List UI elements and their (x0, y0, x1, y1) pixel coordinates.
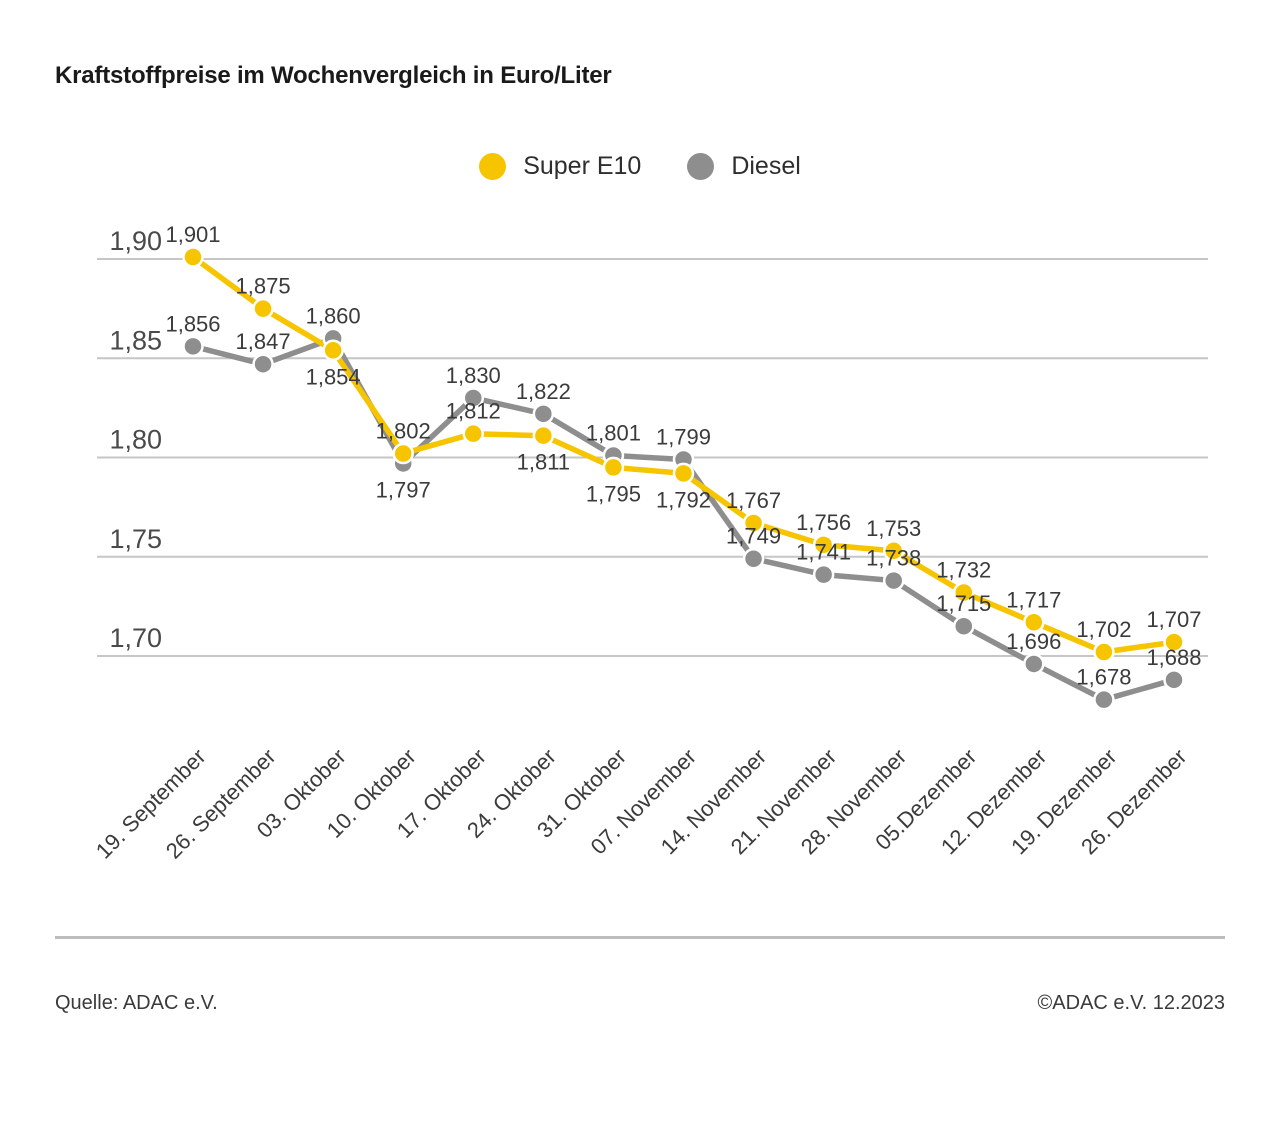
data-point-label: 1,707 (1146, 607, 1201, 632)
data-point-label: 1,856 (165, 311, 220, 336)
data-point-label: 1,801 (586, 421, 641, 446)
data-point-label: 1,767 (726, 488, 781, 513)
data-point-label: 1,799 (656, 424, 711, 449)
data-point-diesel (812, 563, 835, 586)
data-point-label: 1,688 (1146, 645, 1201, 670)
data-point-super-e10 (462, 422, 485, 445)
data-point-super-e10 (672, 462, 695, 485)
legend-label-diesel: Diesel (731, 152, 801, 180)
data-point-label: 1,696 (1006, 629, 1061, 654)
data-point-diesel (252, 353, 274, 375)
data-point-label: 1,717 (1006, 587, 1061, 612)
data-point-diesel (1023, 653, 1045, 675)
data-point-super-e10 (1163, 631, 1185, 653)
data-point-super-e10 (953, 581, 975, 604)
y-tick-label: 1,70 (109, 623, 162, 653)
data-point-diesel (462, 387, 485, 409)
data-point-diesel (1163, 669, 1185, 691)
data-point-super-e10 (392, 442, 414, 465)
legend-item-super-e10: Super E10 (479, 152, 641, 181)
data-point-label: 1,797 (376, 477, 431, 502)
footer-source: Quelle: ADAC e.V. (55, 992, 218, 1014)
data-point-label: 1,875 (236, 274, 291, 299)
data-point-label: 1,732 (936, 557, 991, 582)
data-point-super-e10 (252, 297, 274, 320)
data-point-diesel (1093, 688, 1115, 711)
data-point-label: 1,812 (446, 399, 501, 424)
data-point-diesel (182, 335, 204, 358)
page-title: Kraftstoffpreise im Wochenvergleich in E… (55, 62, 612, 89)
data-point-diesel (882, 569, 905, 592)
data-point-label: 1,830 (446, 363, 501, 388)
data-point-label: 1,715 (936, 591, 991, 616)
data-point-super-e10 (322, 339, 344, 362)
data-point-label: 1,860 (306, 303, 361, 328)
data-point-label: 1,822 (516, 379, 571, 404)
data-point-super-e10 (1023, 611, 1045, 634)
footer-copyright: ©ADAC e.V. 12.2023 (1037, 992, 1225, 1014)
data-point-label: 1,811 (517, 450, 570, 475)
data-point-label: 1,756 (796, 510, 851, 535)
y-tick-label: 1,75 (109, 524, 162, 554)
data-point-super-e10 (812, 534, 835, 556)
data-point-super-e10 (182, 246, 204, 268)
legend-label-super-e10: Super E10 (523, 152, 642, 180)
data-point-diesel (953, 615, 975, 637)
data-point-super-e10 (602, 456, 625, 479)
data-point-diesel (532, 403, 555, 425)
data-point-label: 1,678 (1076, 665, 1131, 690)
legend-item-diesel: Diesel (687, 152, 801, 181)
data-point-label: 1,749 (726, 524, 781, 549)
y-tick-label: 1,80 (109, 425, 162, 455)
data-point-super-e10 (532, 424, 555, 447)
diesel-dot-icon (687, 153, 715, 180)
footer-divider (55, 936, 1225, 939)
data-point-label: 1,702 (1076, 617, 1131, 642)
data-point-label: 1,753 (866, 516, 921, 541)
data-point-super-e10 (1093, 641, 1115, 663)
data-point-super-e10 (742, 512, 765, 534)
data-point-label: 1,802 (376, 419, 431, 444)
chart-legend: Super E10 Diesel (0, 152, 1280, 181)
data-point-label: 1,738 (866, 546, 921, 571)
data-point-label: 1,795 (586, 481, 641, 506)
super-e10-dot-icon (479, 153, 507, 180)
data-point-label: 1,901 (165, 222, 220, 247)
data-point-label: 1,847 (236, 329, 291, 354)
data-point-label: 1,792 (656, 487, 711, 512)
data-point-diesel (742, 547, 765, 570)
y-tick-label: 1,90 (109, 226, 162, 256)
data-point-label: 1,741 (796, 540, 851, 565)
y-tick-label: 1,85 (109, 325, 162, 355)
data-point-super-e10 (882, 540, 905, 562)
data-point-label: 1,854 (306, 364, 361, 389)
